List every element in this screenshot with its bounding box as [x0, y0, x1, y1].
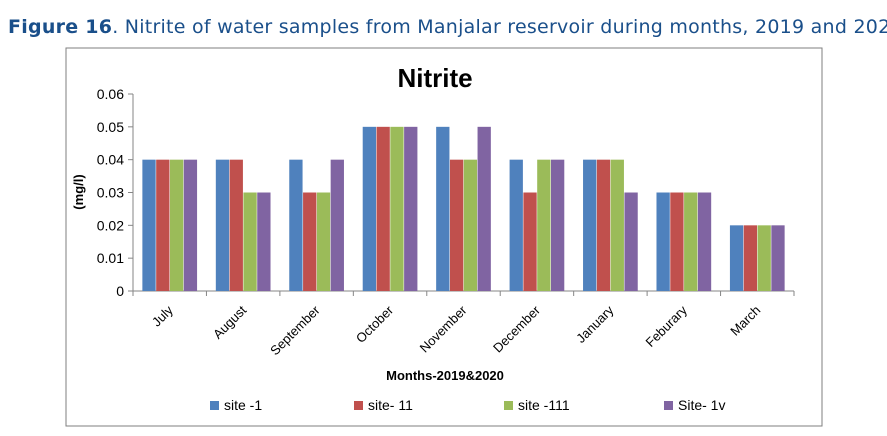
bar: [596, 159, 611, 291]
bar: [550, 159, 565, 291]
y-tick-label: 0.05: [97, 119, 124, 135]
bar: [729, 225, 744, 291]
y-tick-label: 0.04: [97, 152, 124, 168]
bar: [257, 192, 271, 291]
legend-swatch: [354, 401, 363, 410]
y-tick-label: 0.06: [97, 86, 124, 102]
bar: [684, 192, 698, 291]
legend-label: site -1: [224, 397, 262, 413]
bar: [610, 159, 624, 291]
bar: [537, 159, 551, 291]
bar: [463, 159, 478, 291]
bar: [390, 126, 404, 291]
y-tick-label: 0.03: [97, 185, 124, 201]
bar: [624, 192, 638, 291]
y-tick-label: 0.01: [97, 250, 124, 266]
bar: [583, 159, 597, 291]
bar: [656, 192, 670, 291]
y-tick-label: 0: [116, 283, 124, 299]
bar: [183, 159, 198, 291]
legend-label: site- 11: [368, 397, 413, 413]
bar: [449, 159, 464, 291]
bar: [229, 159, 243, 291]
bar: [156, 159, 170, 291]
bar: [330, 159, 344, 291]
bar: [376, 126, 390, 291]
bar: [771, 225, 785, 291]
legend-swatch: [210, 401, 219, 410]
bar: [316, 192, 331, 291]
legend-swatch: [504, 401, 513, 410]
x-axis-label: Months-2019&2020: [386, 368, 504, 383]
figure-caption: Figure 16. Nitrite of water samples from…: [8, 16, 887, 38]
bar: [436, 126, 450, 291]
bar: [670, 192, 684, 291]
bar: [303, 192, 317, 291]
y-tick-label: 0.02: [97, 217, 124, 233]
legend-label: Site- 1v: [678, 397, 725, 413]
bar: [404, 126, 418, 291]
bar: [362, 126, 377, 291]
bar: [509, 159, 523, 291]
legend-swatch: [664, 401, 673, 410]
figure-caption-text: . Nitrite of water samples from Manjalar…: [112, 16, 887, 38]
legend-label: site -111: [518, 397, 570, 413]
bar: [243, 192, 257, 291]
bar: [169, 159, 184, 291]
y-axis-label: (mg/l): [71, 174, 86, 209]
bar: [289, 159, 303, 291]
chart-title: Nitrite: [397, 63, 472, 93]
bar: [215, 159, 230, 291]
bar: [142, 159, 156, 291]
bar: [757, 225, 771, 291]
bar: [743, 225, 758, 291]
bar: [523, 192, 537, 291]
figure-caption-label: Figure 16: [8, 16, 113, 38]
bar: [477, 126, 491, 291]
legend: site -1 site- 11 site -111 Site- 1v: [210, 397, 725, 413]
bar: [697, 192, 712, 291]
